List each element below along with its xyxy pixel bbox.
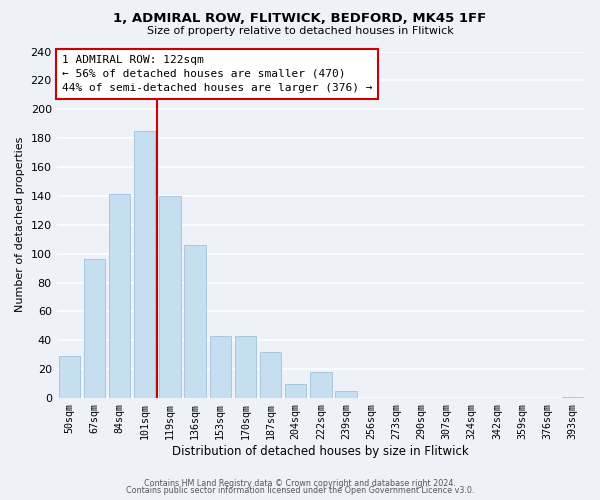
Bar xyxy=(285,384,307,398)
Text: Size of property relative to detached houses in Flitwick: Size of property relative to detached ho… xyxy=(146,26,454,36)
Text: 1 ADMIRAL ROW: 122sqm
← 56% of detached houses are smaller (470)
44% of semi-det: 1 ADMIRAL ROW: 122sqm ← 56% of detached … xyxy=(62,55,373,93)
Bar xyxy=(235,336,256,398)
Bar xyxy=(134,131,155,398)
Bar xyxy=(184,245,206,398)
Bar xyxy=(209,336,231,398)
Bar xyxy=(260,352,281,398)
Text: 1, ADMIRAL ROW, FLITWICK, BEDFORD, MK45 1FF: 1, ADMIRAL ROW, FLITWICK, BEDFORD, MK45 … xyxy=(113,12,487,26)
Bar xyxy=(335,391,356,398)
Bar xyxy=(310,372,332,398)
Text: Contains public sector information licensed under the Open Government Licence v3: Contains public sector information licen… xyxy=(126,486,474,495)
Y-axis label: Number of detached properties: Number of detached properties xyxy=(15,137,25,312)
Bar xyxy=(84,260,105,398)
Bar xyxy=(159,196,181,398)
X-axis label: Distribution of detached houses by size in Flitwick: Distribution of detached houses by size … xyxy=(172,444,469,458)
Bar xyxy=(59,356,80,398)
Bar xyxy=(109,194,130,398)
Bar xyxy=(562,396,583,398)
Text: Contains HM Land Registry data © Crown copyright and database right 2024.: Contains HM Land Registry data © Crown c… xyxy=(144,478,456,488)
